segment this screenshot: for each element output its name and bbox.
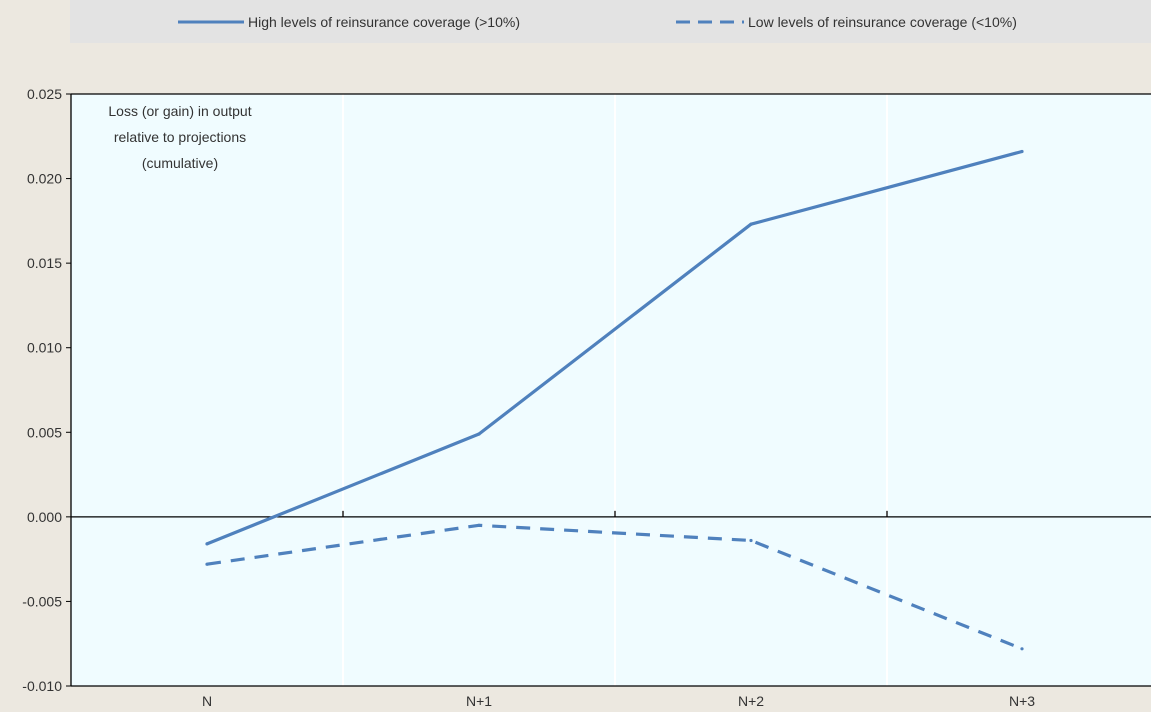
plot-area <box>71 94 1151 686</box>
legend-label-low: Low levels of reinsurance coverage (<10%… <box>748 14 1017 30</box>
legend-item-low: Low levels of reinsurance coverage (<10%… <box>676 14 1017 30</box>
data-point-low <box>477 523 481 527</box>
legend-background <box>70 0 1151 43</box>
y-tick-label: -0.005 <box>22 593 62 609</box>
series-line-low <box>206 523 1023 651</box>
series-line-high <box>206 149 1023 546</box>
legend: High levels of reinsurance coverage (>10… <box>70 0 1151 43</box>
axes <box>70 93 1151 687</box>
y-tick-label: 0.025 <box>27 86 62 102</box>
legend-item-high: High levels of reinsurance coverage (>10… <box>178 14 520 30</box>
annotation-line-1: Loss (or gain) in output <box>108 103 251 119</box>
gridlines <box>342 94 888 686</box>
y-annotation: Loss (or gain) in output relative to pro… <box>108 103 251 171</box>
y-tick-label: 0.020 <box>27 171 62 187</box>
data-point-high <box>477 432 481 436</box>
x-tick-label: N+3 <box>1009 693 1035 709</box>
x-tick-label: N+2 <box>738 693 764 709</box>
data-point-low <box>205 562 209 566</box>
x-tick-label: N <box>202 693 212 709</box>
data-point-low <box>749 538 753 543</box>
annotation-line-2: relative to projections <box>114 129 246 145</box>
y-tick-label: 0.015 <box>27 255 62 271</box>
data-point-high <box>1020 149 1024 154</box>
data-point-low <box>1020 647 1024 651</box>
y-tick-label: -0.010 <box>22 678 62 694</box>
data-point-high <box>205 542 209 546</box>
legend-label-high: High levels of reinsurance coverage (>10… <box>248 14 520 30</box>
y-tick-label: 0.000 <box>27 509 62 525</box>
y-tick-label: 0.010 <box>27 340 62 356</box>
y-tick-label: 0.005 <box>27 424 62 440</box>
data-point-high <box>749 222 753 226</box>
x-axis-ticks: N N+1 N+2 N+3 <box>202 693 1035 709</box>
annotation-line-3: (cumulative) <box>142 155 218 171</box>
series <box>205 149 1024 651</box>
x-tick-label: N+1 <box>466 693 492 709</box>
y-axis-ticks: 0.025 0.020 0.015 0.010 0.005 0.000 -0.005 -0.0… <box>22 86 71 694</box>
